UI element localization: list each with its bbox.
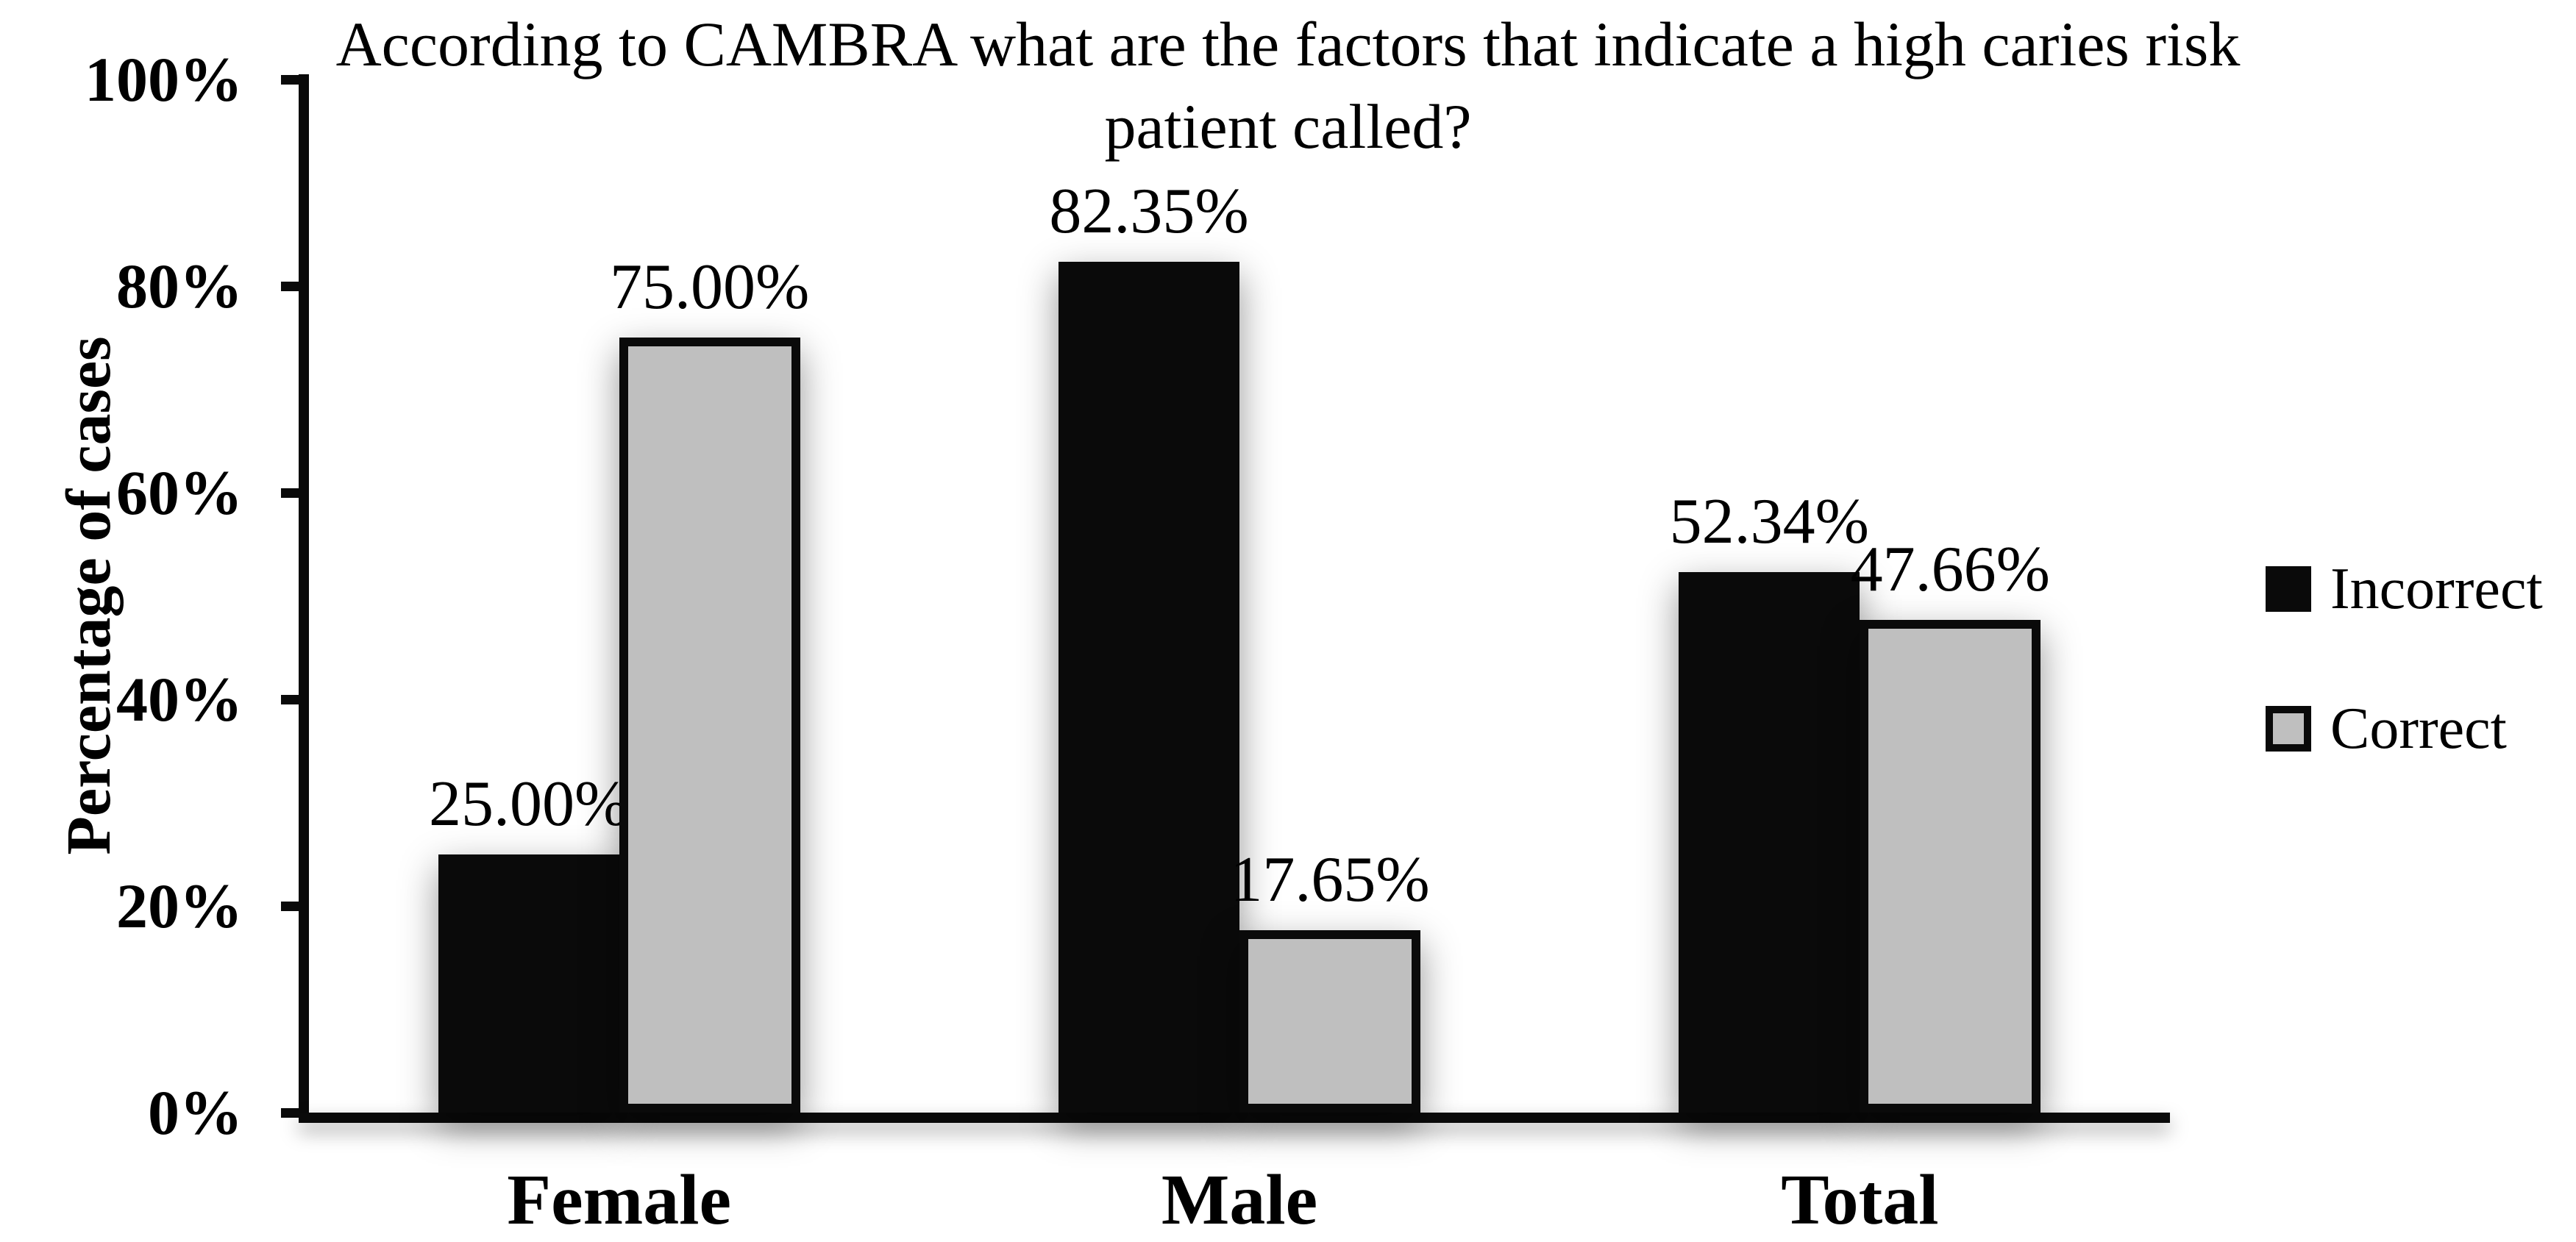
legend-label-correct: Correct (2330, 696, 2507, 761)
legend-item-incorrect: Incorrect (2266, 556, 2543, 622)
y-tick-label: 40% (116, 664, 243, 735)
bar-incorrect-female (438, 854, 619, 1113)
y-tick-mark (281, 902, 299, 911)
bar-correct-male (1239, 930, 1420, 1113)
bar-value-label: 47.66% (1850, 534, 2050, 606)
incorrect-swatch-icon (2266, 566, 2311, 612)
bar-correct-female (619, 338, 800, 1113)
y-tick-mark (281, 695, 299, 704)
y-tick-mark (281, 282, 299, 291)
bar-value-label: 52.34% (1669, 485, 1869, 557)
x-axis-label-male: Male (1161, 1160, 1318, 1240)
y-tick-label: 20% (116, 871, 243, 941)
y-tick-mark (281, 1108, 299, 1118)
y-tick-mark (281, 488, 299, 498)
x-axis-label-female: Female (507, 1160, 732, 1240)
y-tick-label: 80% (116, 251, 243, 321)
chart-title: According to CAMBRA what are the factors… (0, 3, 2576, 168)
legend-item-correct: Correct (2266, 696, 2543, 762)
chart-title-line-2: patient called? (1104, 91, 1472, 162)
y-tick-mark (281, 75, 299, 85)
legend: Incorrect Correct (2266, 556, 2543, 835)
chart-title-line-1: According to CAMBRA what are the factors… (335, 9, 2241, 79)
y-tick-label: 0% (148, 1077, 243, 1148)
bar-value-label: 17.65% (1230, 844, 1430, 916)
x-axis-line (299, 1113, 2170, 1123)
y-tick-label: 100% (85, 44, 243, 115)
bar-incorrect-total (1679, 571, 1860, 1113)
legend-label-incorrect: Incorrect (2330, 557, 2543, 621)
bar-value-label: 25.00% (429, 768, 629, 840)
bar-incorrect-male (1058, 261, 1239, 1113)
bar-value-label: 82.35% (1049, 175, 1249, 247)
x-axis-label-total: Total (1781, 1160, 1939, 1240)
bar-correct-total (1860, 620, 2041, 1113)
y-axis-line (299, 74, 309, 1123)
correct-swatch-icon (2266, 706, 2311, 752)
y-tick-label: 60% (116, 457, 243, 528)
bar-value-label: 75.00% (610, 251, 810, 324)
